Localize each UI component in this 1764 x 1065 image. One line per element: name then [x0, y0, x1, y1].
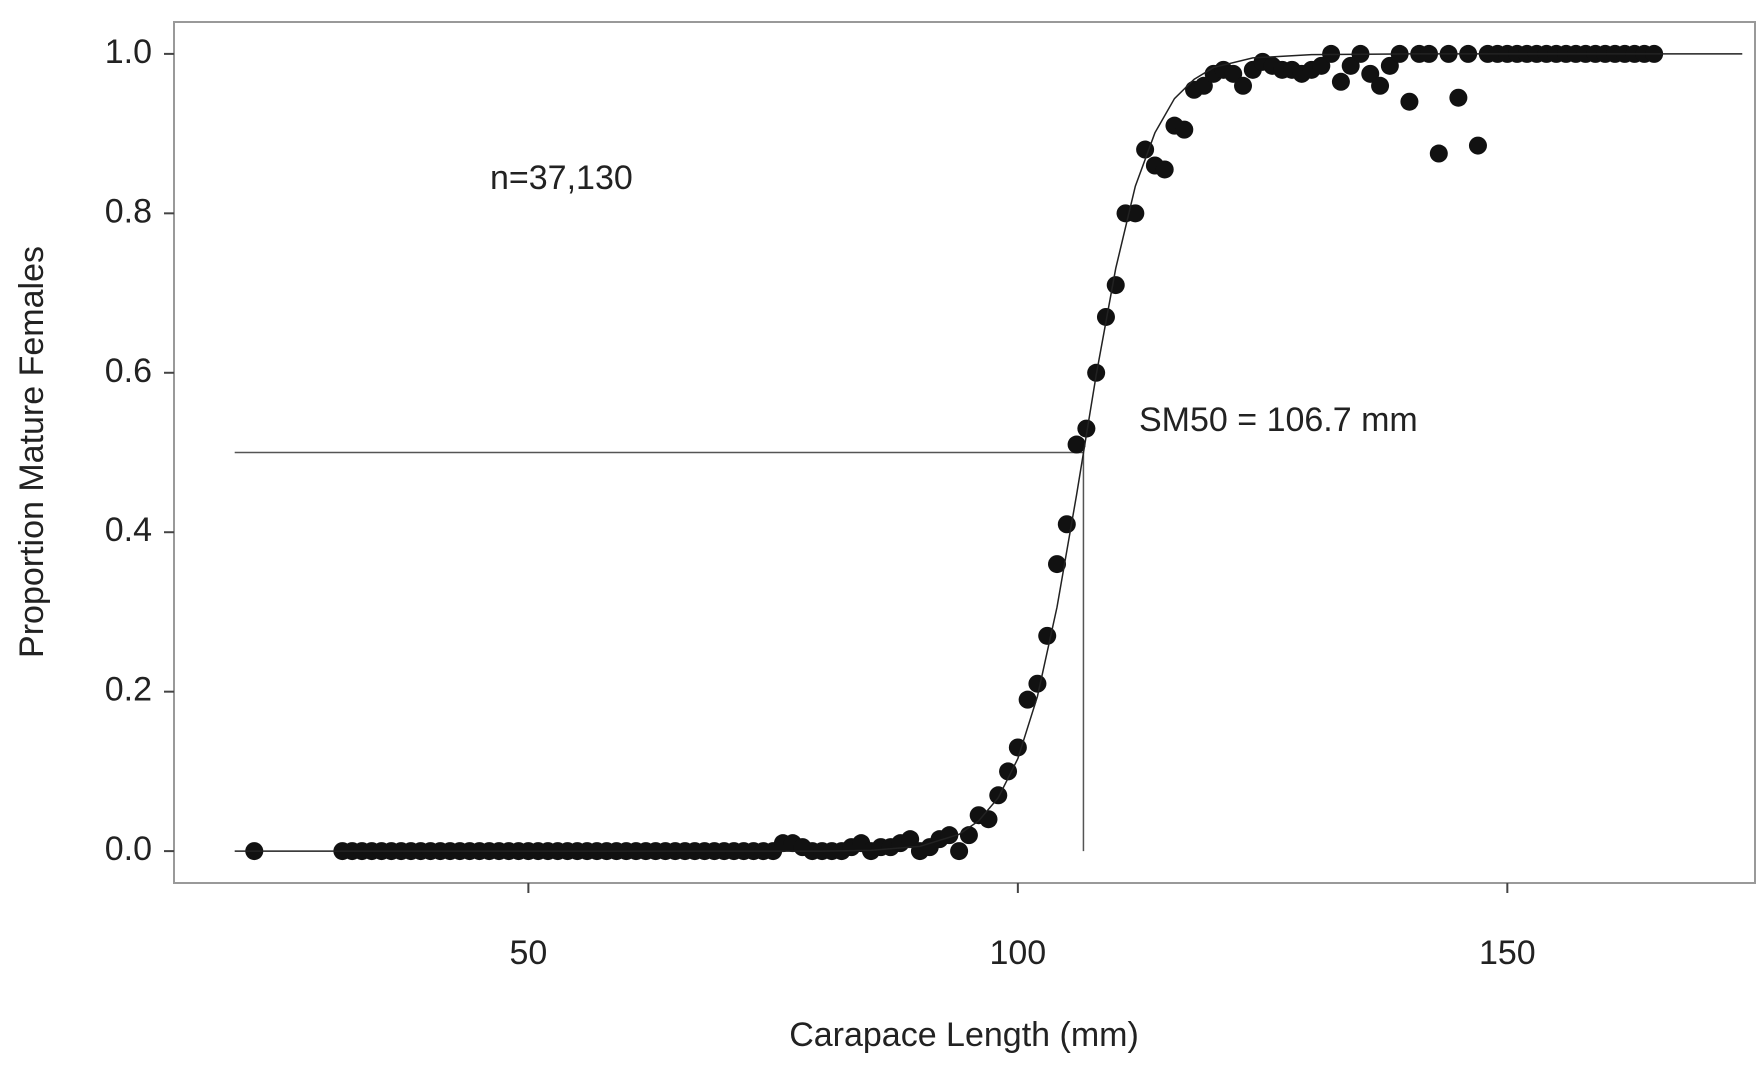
- data-point: [1468, 136, 1487, 155]
- data-point: [1429, 144, 1448, 163]
- annotation: SM50 = 106.7 mm: [1139, 401, 1418, 439]
- data-point: [959, 826, 978, 845]
- data-point: [950, 842, 969, 861]
- x-tick-label: 150: [1479, 934, 1536, 972]
- data-point: [1038, 626, 1057, 645]
- data-point: [1331, 72, 1350, 91]
- fit-line: [234, 53, 1743, 852]
- data-point: [1361, 64, 1380, 83]
- data-point: [940, 826, 959, 845]
- x-tick-label: 100: [989, 934, 1046, 972]
- data-point: [1341, 56, 1360, 75]
- data-point: [1380, 56, 1399, 75]
- data-point: [1096, 307, 1115, 326]
- data-point: [1449, 88, 1468, 107]
- data-point: [1067, 435, 1086, 454]
- y-tick-label: 0.4: [105, 511, 152, 549]
- data-point: [1048, 555, 1067, 574]
- y-tick-label: 0.8: [105, 192, 152, 230]
- plot-frame: [173, 21, 1756, 884]
- data-point: [1106, 276, 1125, 295]
- data-point: [1136, 140, 1155, 159]
- data-point: [1008, 738, 1027, 757]
- annotation: n=37,130: [490, 159, 633, 197]
- data-point: [999, 762, 1018, 781]
- data-point: [1194, 76, 1213, 95]
- y-axis-label: Proportion Mature Females: [13, 246, 51, 658]
- y-tick-label: 0.0: [105, 830, 152, 868]
- data-point: [1155, 160, 1174, 179]
- data-point: [1126, 204, 1145, 223]
- x-axis-label: Carapace Length (mm): [789, 1016, 1139, 1054]
- y-tick-label: 0.2: [105, 671, 152, 709]
- data-point: [1234, 76, 1253, 95]
- data-point: [901, 830, 920, 849]
- y-tick-label: 0.6: [105, 352, 152, 390]
- data-point: [989, 786, 1008, 805]
- data-point: [1018, 690, 1037, 709]
- data-point: [1224, 64, 1243, 83]
- data-point: [1371, 76, 1390, 95]
- data-point: [1175, 120, 1194, 139]
- data-point: [1400, 92, 1419, 111]
- data-point: [1077, 419, 1096, 438]
- x-tick-label: 50: [509, 934, 547, 972]
- data-point: [1028, 674, 1047, 693]
- y-tick-label: 1.0: [105, 33, 152, 71]
- data-point: [1312, 56, 1331, 75]
- data-point: [979, 810, 998, 829]
